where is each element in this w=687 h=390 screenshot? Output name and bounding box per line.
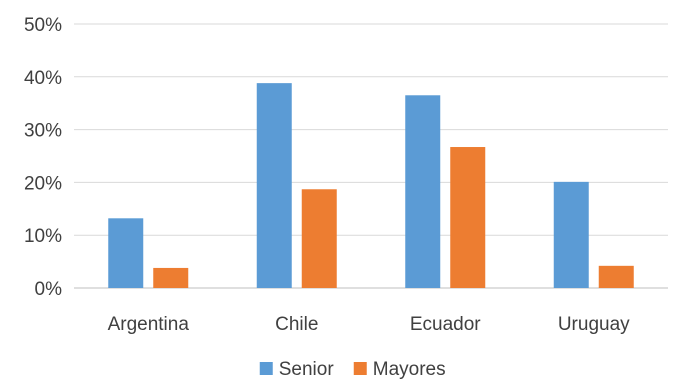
bar-mayores-uruguay	[598, 265, 634, 288]
bars	[108, 83, 634, 288]
legend-label: Senior	[279, 359, 335, 380]
y-tick-label: 50%	[24, 15, 62, 36]
legend-item-senior: Senior	[259, 359, 335, 380]
y-tick-label: 40%	[24, 68, 62, 89]
x-tick-label: Ecuador	[410, 314, 481, 335]
y-tick-label: 10%	[24, 226, 62, 247]
bar-mayores-ecuador	[450, 147, 486, 288]
legend: Senior Mayores	[259, 359, 446, 380]
legend-label: Mayores	[373, 359, 446, 380]
bar-mayores-argentina	[153, 267, 189, 288]
x-tick-label: Chile	[275, 314, 318, 335]
x-axis-tick-labels: Argentina Chile Ecuador Uruguay	[108, 314, 631, 335]
y-tick-label: 30%	[24, 121, 62, 142]
bar-senior-ecuador	[405, 95, 441, 288]
y-axis-tick-labels: 0% 10% 20% 30% 40% 50%	[24, 15, 62, 300]
bar-senior-uruguay	[553, 181, 589, 288]
y-tick-label: 20%	[24, 173, 62, 194]
x-tick-label: Uruguay	[558, 314, 630, 335]
y-tick-label: 0%	[35, 279, 63, 300]
legend-item-mayores: Mayores	[353, 359, 446, 380]
legend-swatch	[353, 362, 367, 375]
bar-senior-chile	[256, 83, 292, 288]
bar-senior-argentina	[108, 218, 144, 288]
x-tick-label: Argentina	[108, 314, 190, 335]
bar-mayores-chile	[301, 189, 337, 288]
legend-swatch	[259, 362, 273, 375]
